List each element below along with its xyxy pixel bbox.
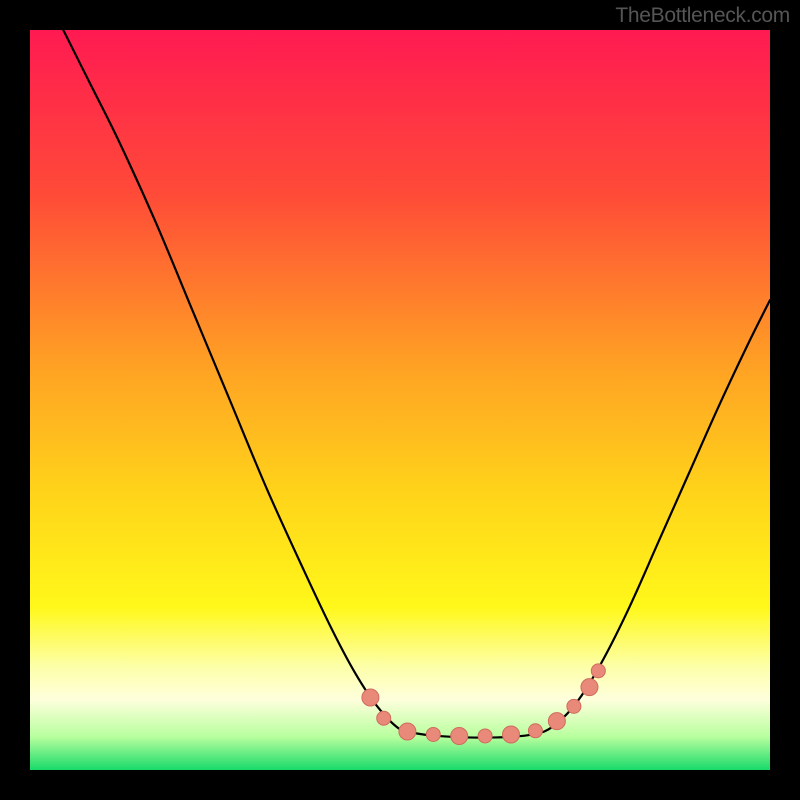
curve-marker xyxy=(478,729,492,743)
curve-marker xyxy=(581,679,598,696)
chart-frame: TheBottleneck.com xyxy=(0,0,800,800)
curve-marker xyxy=(591,664,605,678)
curve-marker xyxy=(451,727,468,744)
plot-background xyxy=(30,30,770,770)
curve-marker xyxy=(528,724,542,738)
curve-marker xyxy=(377,711,391,725)
curve-marker xyxy=(503,726,520,743)
curve-marker xyxy=(426,727,440,741)
curve-marker xyxy=(399,723,416,740)
curve-marker xyxy=(362,689,379,706)
curve-marker xyxy=(567,699,581,713)
curve-marker xyxy=(548,713,565,730)
bottleneck-curve-chart xyxy=(0,0,800,800)
watermark-text: TheBottleneck.com xyxy=(615,4,790,28)
